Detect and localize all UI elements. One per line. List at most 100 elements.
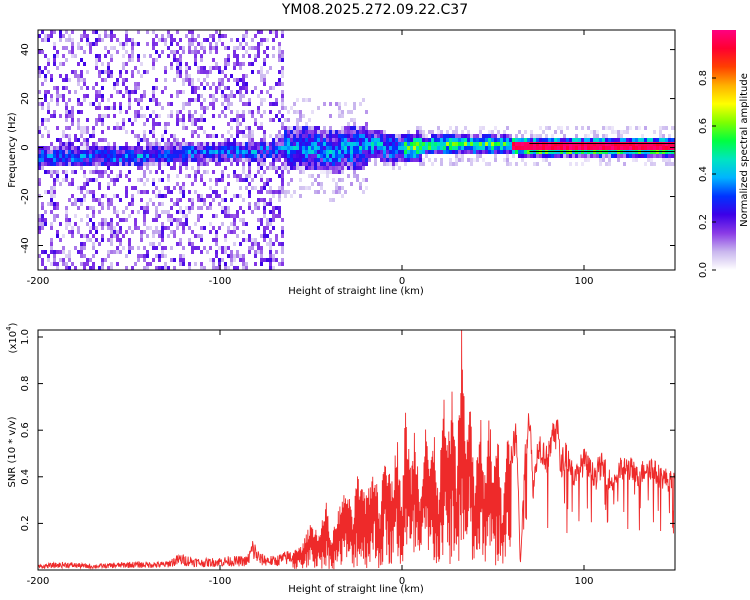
spectrogram-cell [641, 146, 644, 150]
spectrogram-cell [203, 66, 206, 70]
spectrogram-cell [662, 154, 665, 158]
spectrogram-cell [128, 162, 131, 166]
spectrogram-cell [494, 158, 497, 162]
spectrogram-cell [191, 150, 194, 154]
spectrogram-cell [167, 30, 170, 34]
spectrogram-cell [428, 146, 431, 150]
spectrogram-cell [95, 238, 98, 242]
spectrogram-cell [410, 158, 413, 162]
spectrogram-cell [191, 118, 194, 122]
spectrogram-cell [158, 266, 161, 270]
spectrogram-cell [395, 150, 398, 154]
spectrogram-cell [68, 222, 71, 226]
spectrogram-cell [137, 98, 140, 102]
spectrogram-cell [125, 142, 128, 146]
spectrogram-cell [134, 118, 137, 122]
spectrogram-cell [329, 154, 332, 158]
spectrogram-cell [278, 206, 281, 210]
spectrogram-cell [317, 174, 320, 178]
spectrogram-cell [203, 38, 206, 42]
spectrogram-cell [197, 158, 200, 162]
spectrogram-cell [161, 266, 164, 270]
spectrogram-cell [398, 146, 401, 150]
spectrogram-cell [59, 258, 62, 262]
spectrogram-cell [392, 146, 395, 150]
spectrogram-cell [410, 142, 413, 146]
spectrogram-cell [152, 126, 155, 130]
spectrogram-cell [437, 126, 440, 130]
spectrogram-cell [152, 134, 155, 138]
spectrogram-cell [182, 158, 185, 162]
spectrogram-cell [215, 190, 218, 194]
spectrogram-cell [209, 146, 212, 150]
spectrogram-cell [137, 82, 140, 86]
spectrogram-cell [215, 214, 218, 218]
spectrogram-cell [188, 66, 191, 70]
spectrogram-cell [83, 138, 86, 142]
spectrogram-cell [224, 58, 227, 62]
spectrogram-cell [119, 198, 122, 202]
spectrogram-cell [164, 126, 167, 130]
spectrogram-cell [194, 58, 197, 62]
spectrogram-cell [242, 166, 245, 170]
spectrogram-cell [227, 102, 230, 106]
spectrogram-cell [443, 142, 446, 146]
spectrogram-cell [71, 262, 74, 266]
spectrogram-cell [449, 126, 452, 130]
spectrogram-cell [251, 210, 254, 214]
spectrogram-cell [461, 138, 464, 142]
spectrogram-cell [200, 178, 203, 182]
spectrogram-cell [269, 262, 272, 266]
spectrogram-cell [227, 174, 230, 178]
spectrogram-cell [203, 202, 206, 206]
spectrogram-cell [83, 266, 86, 270]
spectrogram-cell [248, 174, 251, 178]
spectrogram-cell [602, 138, 605, 142]
spectrogram-cell [77, 74, 80, 78]
spectrogram-cell [116, 174, 119, 178]
spectrogram-cell [419, 146, 422, 150]
spectrogram-cell [167, 174, 170, 178]
spectrogram-cell [146, 106, 149, 110]
spectrogram-cell [161, 234, 164, 238]
spectrogram-cell [98, 118, 101, 122]
spectrogram-cell [272, 266, 275, 270]
spectrogram-cell [83, 126, 86, 130]
spectrogram-cell [50, 238, 53, 242]
snr-scale-exponent: 4 [5, 326, 13, 331]
spectrogram-cell [50, 262, 53, 266]
spectrogram-cell [71, 182, 74, 186]
spectrogram-cell [305, 130, 308, 134]
spectrogram-cell [281, 30, 284, 34]
spectrogram-cell [281, 218, 284, 222]
spectrogram-cell [563, 134, 566, 138]
spectrogram-cell [101, 226, 104, 230]
spectrogram-cell [650, 138, 653, 142]
spectrogram-cell [170, 218, 173, 222]
spectrogram-cell [335, 170, 338, 174]
spectrogram-cell [413, 150, 416, 154]
spectrogram-cell [41, 102, 44, 106]
spectrogram-cell [62, 162, 65, 166]
spectrogram-cell [197, 86, 200, 90]
spectrogram-cell [38, 102, 41, 106]
spectrogram-cell [89, 134, 92, 138]
spectrogram-cell [80, 58, 83, 62]
spectrogram-cell [386, 138, 389, 142]
spectrogram-cell [383, 130, 386, 134]
spectrogram-cell [362, 142, 365, 146]
spectrogram-cell [314, 138, 317, 142]
spectrogram-cell [347, 134, 350, 138]
spectrogram-cell [179, 38, 182, 42]
spectrogram-cell [314, 154, 317, 158]
spectrogram-cell [134, 98, 137, 102]
spectrogram-cell [608, 146, 611, 150]
spectrogram-cell [77, 46, 80, 50]
spectrogram-cell [362, 158, 365, 162]
spectrogram-cell [83, 78, 86, 82]
spectrogram-cell [473, 142, 476, 146]
spectrogram-cell [176, 50, 179, 54]
spectrogram-cell [224, 114, 227, 118]
spectrogram-cell [38, 222, 41, 226]
spectrogram-cell [347, 174, 350, 178]
